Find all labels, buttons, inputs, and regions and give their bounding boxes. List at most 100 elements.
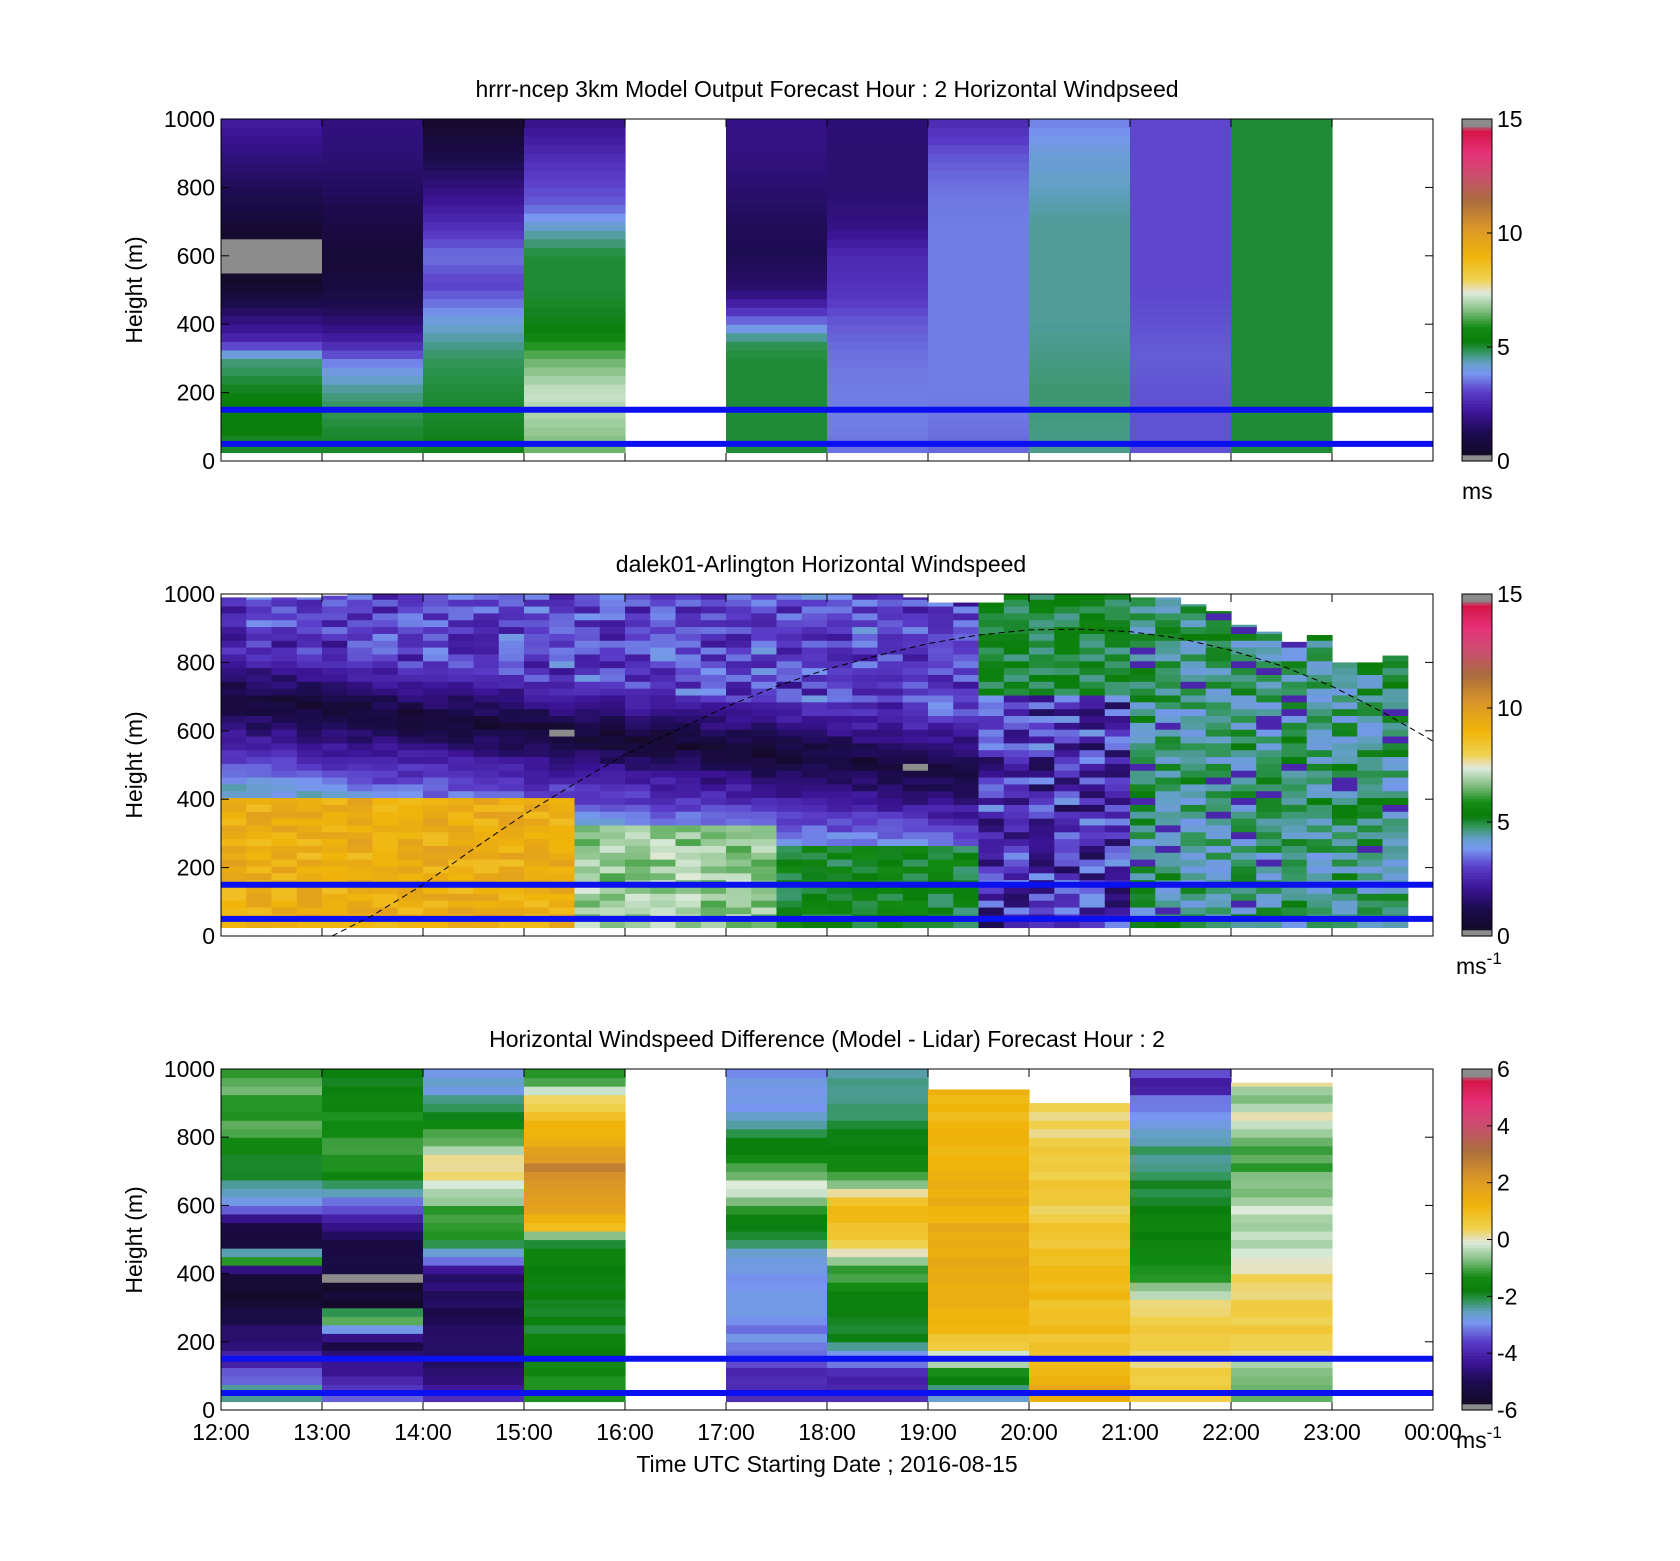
colorbar-swatch bbox=[1462, 1344, 1492, 1349]
heatmap-cell bbox=[271, 599, 298, 607]
heatmap-cell bbox=[1104, 763, 1131, 771]
heatmap-cell bbox=[1256, 640, 1283, 648]
heatmap-cell bbox=[1231, 749, 1257, 758]
heatmap-cell bbox=[1079, 845, 1106, 853]
heatmap-cell bbox=[347, 749, 374, 758]
heatmap-cell bbox=[726, 797, 752, 805]
heatmap-cell bbox=[524, 443, 626, 454]
heatmap-cell bbox=[700, 647, 727, 655]
heatmap-cell bbox=[498, 674, 525, 682]
heatmap-cell bbox=[1029, 1256, 1131, 1266]
heatmap-cell bbox=[221, 852, 247, 860]
heatmap-cell bbox=[498, 653, 525, 662]
heatmap-cell bbox=[1130, 729, 1156, 737]
heatmap-cell bbox=[1029, 1350, 1131, 1360]
heatmap-cell bbox=[953, 790, 980, 799]
heatmap-cell bbox=[726, 660, 752, 669]
heatmap-cell bbox=[397, 640, 424, 648]
heatmap-cell bbox=[322, 127, 424, 137]
colorbar-tick-label: 4 bbox=[1497, 1113, 1510, 1139]
heatmap-cell bbox=[221, 865, 247, 874]
heatmap-cell bbox=[296, 893, 323, 901]
heatmap-cell bbox=[928, 247, 1030, 257]
heatmap-cell bbox=[271, 694, 298, 703]
heatmap-cell bbox=[221, 1273, 323, 1283]
heatmap-cell bbox=[902, 852, 929, 860]
heatmap-cell bbox=[221, 401, 323, 411]
colorbar-swatch bbox=[1462, 853, 1492, 857]
boundary-layer-curve bbox=[331, 628, 1433, 936]
heatmap-cell bbox=[1130, 315, 1232, 325]
heatmap-cell bbox=[1104, 818, 1131, 826]
heatmap-cell bbox=[928, 1324, 1030, 1334]
heatmap-cell bbox=[852, 701, 879, 710]
heatmap-cell bbox=[1130, 1205, 1232, 1215]
heatmap-cell bbox=[296, 612, 323, 621]
heatmap-cell bbox=[827, 1282, 929, 1292]
heatmap-cell bbox=[928, 667, 954, 675]
heatmap-cell bbox=[423, 708, 449, 717]
heatmap-cell bbox=[827, 1205, 929, 1215]
colorbar-swatch bbox=[1462, 1267, 1492, 1272]
heatmap-cell bbox=[221, 756, 247, 764]
heatmap-cell bbox=[1130, 298, 1232, 308]
heatmap-cell bbox=[549, 722, 576, 730]
heatmap-cell bbox=[877, 647, 904, 655]
heatmap-cell bbox=[1029, 127, 1131, 137]
heatmap-cell bbox=[1130, 1077, 1232, 1087]
heatmap-cell bbox=[347, 872, 374, 881]
heatmap-cell bbox=[322, 272, 424, 283]
heatmap-cell bbox=[1155, 872, 1182, 881]
heatmap-cell bbox=[296, 626, 323, 634]
colorbar-tick-label: 15 bbox=[1497, 581, 1523, 607]
panel-model-y-label: Height (m) bbox=[121, 236, 147, 343]
heatmap-cell bbox=[1130, 255, 1232, 265]
heatmap-cell bbox=[928, 1350, 1030, 1360]
heatmap-cell bbox=[902, 742, 929, 751]
heatmap-cell bbox=[625, 852, 651, 860]
heatmap-cell bbox=[1029, 653, 1055, 662]
heatmap-cell bbox=[347, 852, 374, 860]
heatmap-cell bbox=[423, 1256, 525, 1266]
heatmap-cell bbox=[524, 605, 550, 614]
heatmap-cell bbox=[852, 770, 879, 778]
heatmap-cell bbox=[271, 701, 298, 710]
heatmap-cell bbox=[347, 790, 374, 799]
heatmap-cell bbox=[423, 1350, 525, 1360]
heatmap-cell bbox=[1155, 701, 1182, 710]
colorbar-swatch bbox=[1462, 435, 1492, 439]
heatmap-cell bbox=[751, 708, 778, 717]
heatmap-cell bbox=[1130, 886, 1156, 894]
heatmap-cell bbox=[1054, 633, 1081, 641]
heatmap-cell bbox=[1180, 729, 1207, 737]
heatmap-cell bbox=[726, 1086, 828, 1096]
heatmap-cell bbox=[1130, 749, 1156, 758]
heatmap-cell bbox=[549, 647, 576, 655]
heatmap-cell bbox=[1231, 647, 1257, 655]
heatmap-cell bbox=[498, 640, 525, 648]
heatmap-cell bbox=[726, 298, 828, 308]
colorbar-swatch bbox=[1462, 628, 1492, 632]
heatmap-cell bbox=[902, 708, 929, 717]
colorbar-swatch bbox=[1462, 1168, 1492, 1172]
heatmap-cell bbox=[246, 715, 273, 723]
heatmap-cell bbox=[1130, 660, 1156, 669]
heatmap-cell bbox=[271, 790, 298, 799]
heatmap-cell bbox=[953, 886, 980, 894]
heatmap-cell bbox=[1332, 865, 1358, 874]
colorbar-swatch bbox=[1462, 1233, 1492, 1238]
heatmap-cell bbox=[751, 859, 778, 867]
heatmap-cell bbox=[599, 906, 626, 915]
heatmap-cell bbox=[246, 647, 273, 655]
heatmap-cell bbox=[448, 722, 475, 730]
panel-difference-x-label: Time UTC Starting Date ; 2016-08-15 bbox=[636, 1451, 1017, 1477]
heatmap-cell bbox=[726, 1290, 828, 1300]
heatmap-cell bbox=[902, 688, 929, 696]
heatmap-cell bbox=[1079, 900, 1106, 908]
heatmap-cell bbox=[1205, 681, 1232, 689]
heatmap-cell bbox=[953, 776, 980, 785]
heatmap-cell bbox=[246, 722, 273, 730]
heatmap-cell bbox=[397, 859, 424, 867]
heatmap-cell bbox=[852, 804, 879, 812]
heatmap-cell bbox=[1079, 729, 1106, 737]
